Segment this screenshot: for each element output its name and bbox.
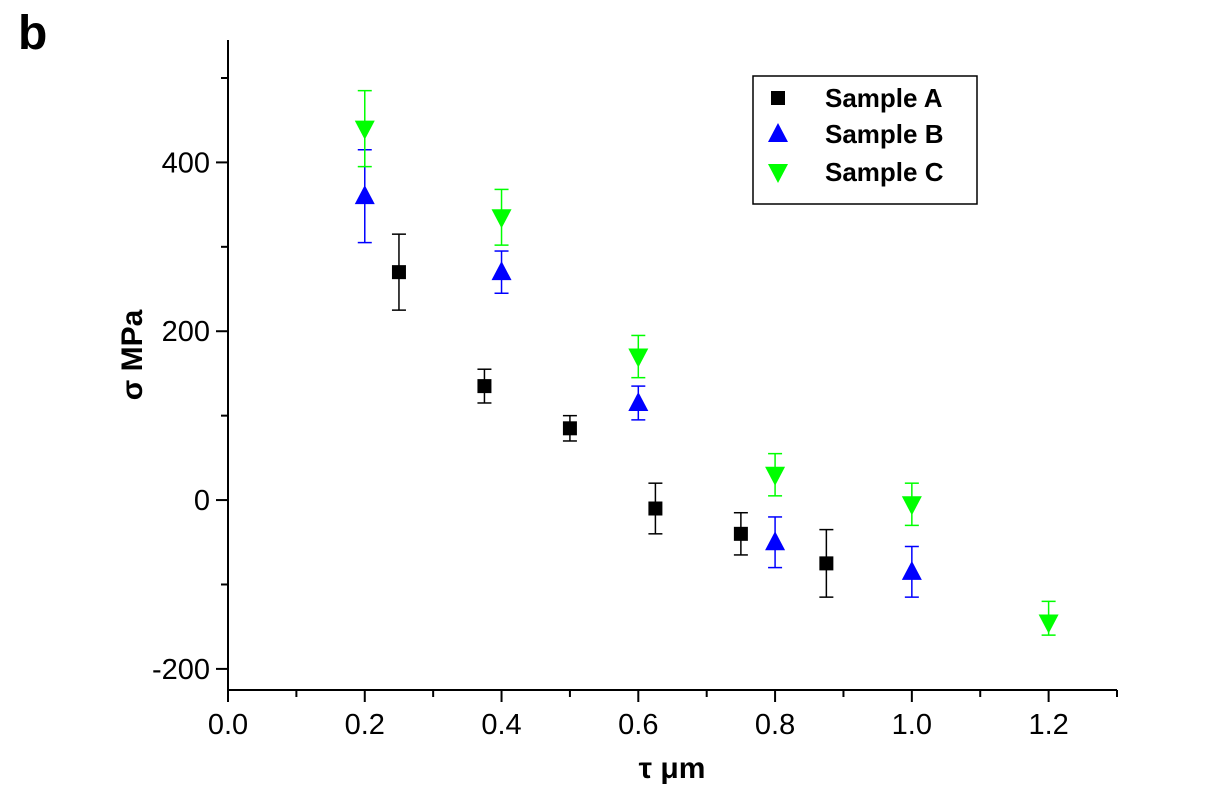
triangle-down-marker <box>1038 614 1059 634</box>
x-tick-label: 1.2 <box>1028 709 1068 741</box>
x-tick-label: 0.0 <box>208 709 248 741</box>
square-marker <box>648 501 663 516</box>
x-tick-label: 0.8 <box>755 709 795 741</box>
square-marker <box>733 526 748 541</box>
triangle-up-marker <box>354 185 375 205</box>
triangle-up-marker <box>765 531 786 551</box>
triangle-up-marker <box>901 560 922 580</box>
y-axis-title: σ MPa <box>116 309 149 400</box>
panel-label: b <box>18 7 48 60</box>
axes: 0.0 0.2 0.4 0.6 0.8 1.0 1.2 -200 0 200 400 <box>152 40 1118 741</box>
y-tick-label: 400 <box>162 147 210 179</box>
square-marker <box>391 265 406 280</box>
x-tick-label: 0.4 <box>481 709 521 741</box>
legend: Sample A Sample B Sample C <box>752 75 978 205</box>
triangle-up-marker <box>628 391 649 411</box>
x-tick-label: 1.0 <box>892 709 932 741</box>
square-marker <box>477 379 492 394</box>
legend-label: Sample C <box>825 157 944 187</box>
triangle-up-marker <box>768 123 788 142</box>
square-marker <box>771 91 785 105</box>
triangle-down-marker <box>491 209 512 229</box>
triangle-down-marker <box>628 348 649 368</box>
triangle-down-marker <box>354 120 375 140</box>
y-tick-label: 200 <box>162 316 210 348</box>
triangle-down-marker <box>765 466 786 486</box>
triangle-up-marker <box>491 261 512 281</box>
data-markers <box>354 120 1059 634</box>
triangle-down-marker <box>901 496 922 516</box>
triangle-down-marker <box>768 164 788 183</box>
square-marker <box>819 556 834 571</box>
square-marker <box>562 421 577 436</box>
legend-box <box>752 75 978 205</box>
legend-label: Sample B <box>825 119 944 149</box>
legend-label: Sample A <box>825 83 943 113</box>
x-tick-label: 0.2 <box>345 709 385 741</box>
x-tick-label: 0.6 <box>618 709 658 741</box>
x-axis-title: τ μm <box>639 752 706 785</box>
y-tick-label: -200 <box>152 654 210 686</box>
y-tick-label: 0 <box>194 485 210 517</box>
